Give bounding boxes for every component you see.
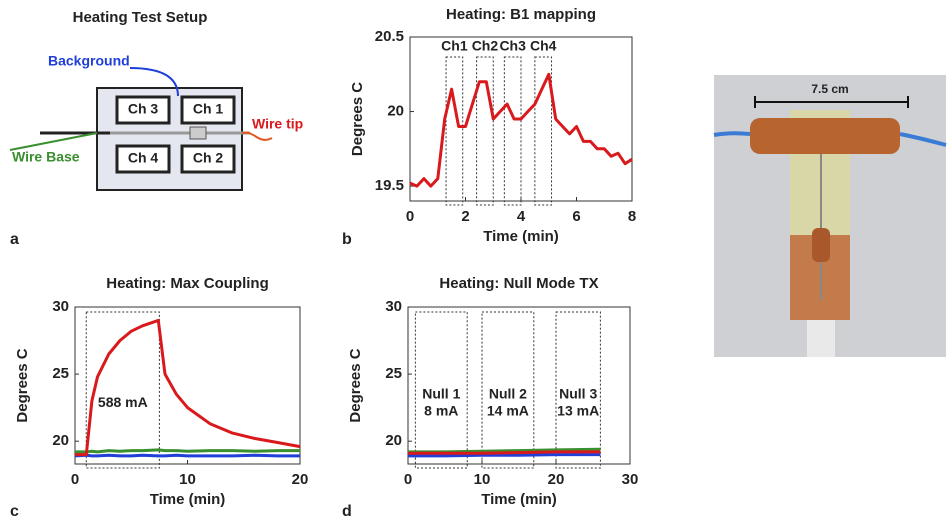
wire-tip-line [241, 131, 273, 141]
data-line [75, 448, 300, 454]
photo: 7.5 cm [713, 75, 947, 357]
plot-area [74, 306, 301, 465]
channel-box [115, 95, 171, 125]
x-tick-label: 20 [548, 471, 565, 488]
y-axis-label: Degrees C [349, 82, 366, 156]
background-label: Background [48, 53, 130, 69]
channel-box [180, 144, 236, 174]
copper-tube [750, 118, 900, 154]
x-tick-label: 20 [292, 471, 309, 488]
x-axis-label: Time (min) [150, 491, 226, 508]
x-tick-label: 4 [517, 208, 526, 225]
region [85, 311, 160, 469]
channel-label: Ch 1 [193, 101, 224, 117]
connector [807, 320, 835, 357]
x-axis-label: Time (min) [483, 228, 559, 245]
region-label: 14 mA [487, 403, 529, 419]
x-axis-label: Time (min) [481, 491, 557, 508]
region [476, 56, 494, 206]
y-axis-label: Degrees C [347, 348, 364, 422]
background-line [129, 67, 179, 97]
region-label: Null 2 [489, 386, 527, 402]
region-label: Ch2 [472, 38, 499, 54]
y-tick-label: 25 [52, 365, 69, 382]
wire-tip-label: Wire tip [252, 116, 303, 132]
y-tick-label: 19.5 [375, 177, 404, 194]
region-label: Null 3 [559, 386, 597, 402]
y-tick-label: 30 [385, 298, 402, 315]
cable [899, 132, 947, 147]
chart-title: Heating: Max Coupling [106, 275, 269, 292]
wire-base-label: Wire Base [12, 149, 80, 165]
y-tick-label: 20 [387, 103, 404, 120]
channel-label: Ch 2 [193, 150, 224, 166]
chart-title: Heating: B1 mapping [446, 6, 596, 23]
data-line [75, 318, 301, 457]
channel-label: Ch 3 [128, 101, 159, 117]
panel-letter: d [342, 503, 352, 519]
panel-letter: c [10, 503, 19, 519]
region-label: 588 mA [98, 394, 148, 410]
setup-diagram: Heating Test Setup Ch 3 Ch 1 Ch 4 Ch 2 B… [9, 9, 303, 248]
data-line [408, 450, 601, 455]
region [414, 311, 468, 469]
y-tick-label: 20 [385, 432, 402, 449]
y-tick-label: 20.5 [375, 28, 404, 45]
panel-letter: b [342, 231, 352, 248]
plot-area [407, 306, 631, 465]
x-tick-label: 0 [71, 471, 79, 488]
x-tick-label: 10 [179, 471, 196, 488]
region [503, 56, 522, 206]
cable [713, 131, 751, 137]
wire-tip-probe [189, 126, 207, 140]
x-tick-label: 6 [572, 208, 580, 225]
wire-base-line [9, 132, 98, 151]
region-label: 8 mA [424, 403, 458, 419]
region-label: Null 1 [422, 386, 460, 402]
region-label: Ch1 [441, 38, 468, 54]
channel-label: Ch 4 [128, 150, 159, 166]
region [534, 56, 553, 206]
region-label: Ch4 [530, 38, 557, 54]
region [445, 56, 464, 206]
region [481, 311, 535, 469]
channel-box [115, 144, 171, 174]
data-line [409, 72, 633, 188]
chart-title: Heating: Null Mode TX [439, 275, 598, 292]
y-tick-label: 25 [385, 365, 402, 382]
channel-box [180, 95, 236, 125]
y-tick-label: 20 [52, 432, 69, 449]
data-line [74, 453, 300, 458]
x-tick-label: 2 [461, 208, 469, 225]
y-tick-label: 30 [52, 298, 69, 315]
region-label: 13 mA [557, 403, 599, 419]
x-tick-label: 10 [474, 471, 491, 488]
data-line [408, 453, 601, 458]
capacitor [812, 228, 830, 262]
y-axis-label: Degrees C [14, 348, 31, 422]
region-label: Ch3 [499, 38, 526, 54]
panel-letter: a [10, 231, 19, 248]
x-tick-label: 30 [622, 471, 639, 488]
x-tick-label: 0 [406, 208, 414, 225]
x-tick-label: 8 [628, 208, 636, 225]
setup-title: Heating Test Setup [73, 9, 208, 26]
scale-label: 7.5 cm [811, 82, 848, 96]
x-tick-label: 0 [404, 471, 412, 488]
